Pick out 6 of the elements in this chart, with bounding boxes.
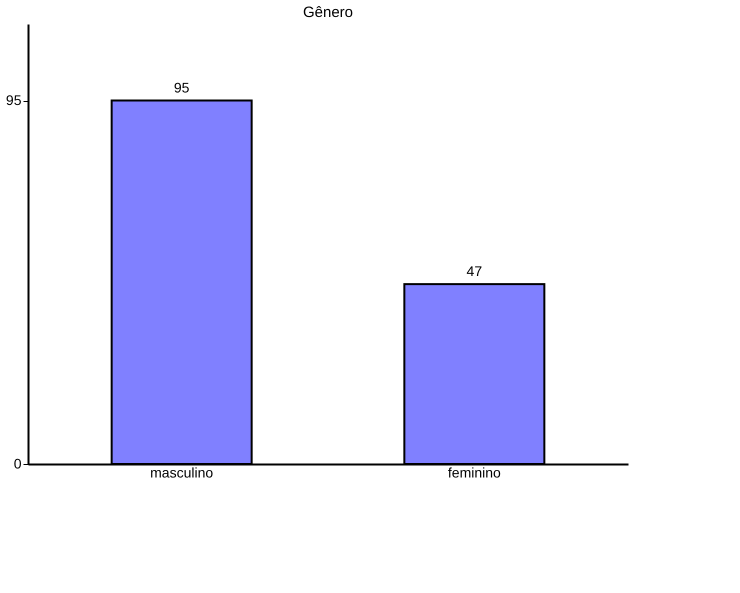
x-tick-label: masculino: [150, 464, 214, 480]
data-label: 95: [174, 80, 190, 96]
data-label: 47: [466, 263, 482, 280]
chart-title: Gênero: [302, 4, 354, 21]
y-tick-label: 0: [14, 456, 22, 472]
x-tick-label: feminino: [448, 464, 502, 480]
